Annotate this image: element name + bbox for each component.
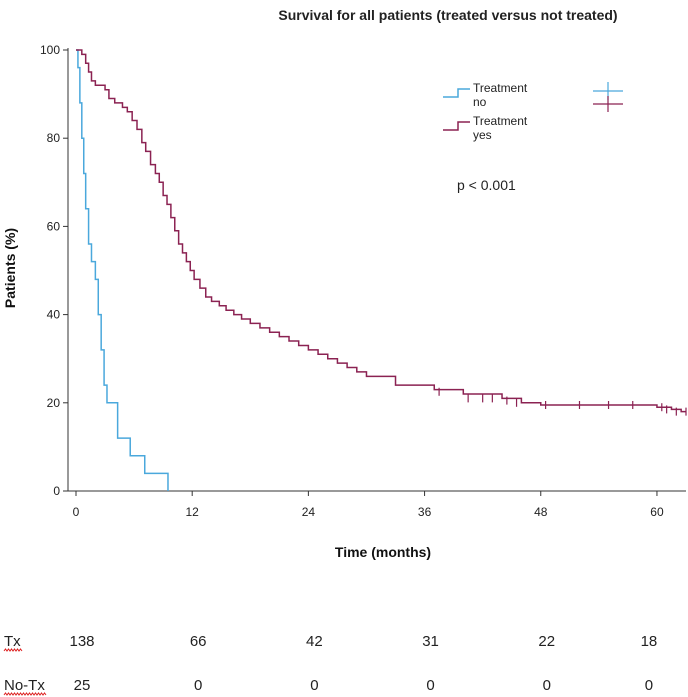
risk-value: 18 <box>641 633 658 650</box>
y-axis-title: Patients (%) <box>2 228 18 308</box>
y-tick-label: 0 <box>53 484 60 498</box>
x-axis-title: Time (months) <box>335 544 431 560</box>
legend-label-treatment-no-line2: no <box>473 95 487 109</box>
chart-title: Survival for all patients (treated versu… <box>278 7 617 23</box>
risk-value: 0 <box>194 677 202 694</box>
risk-row-label: No-Tx <box>4 677 45 694</box>
risk-value: 22 <box>538 633 555 650</box>
risk-value: 42 <box>306 633 323 650</box>
risk-value: 31 <box>422 633 439 650</box>
series-layer <box>76 49 687 491</box>
legend-entry-treatment-no: Treatment no <box>443 81 623 109</box>
risk-row-label: Tx <box>4 633 21 650</box>
y-tick-label: 40 <box>47 308 61 322</box>
risk-value: 138 <box>69 633 94 650</box>
p-value-annotation: p < 0.001 <box>457 177 516 193</box>
y-axis-ticks: 0 20 40 60 80 100 <box>40 43 68 498</box>
axes <box>67 48 686 492</box>
risk-value: 66 <box>190 633 207 650</box>
legend-line-treatment-no <box>443 88 470 98</box>
series-line-treatment-no <box>76 49 169 491</box>
y-tick-label: 20 <box>47 396 61 410</box>
legend-label-treatment-no-line1: Treatment <box>473 81 528 95</box>
risk-value: 25 <box>74 677 91 694</box>
legend-label-treatment-yes-line1: Treatment <box>473 114 528 128</box>
spellcheck-underline <box>3 648 23 652</box>
y-tick-label: 80 <box>47 131 61 145</box>
x-tick-label: 60 <box>650 505 664 519</box>
spellcheck-underline <box>3 692 47 696</box>
x-axis-ticks: 0 12 24 36 48 60 <box>73 491 664 519</box>
risk-value: 0 <box>426 677 434 694</box>
risk-value: 0 <box>543 677 551 694</box>
x-tick-label: 0 <box>73 505 80 519</box>
x-tick-label: 48 <box>534 505 548 519</box>
risk-value: 0 <box>645 677 653 694</box>
legend: Treatment no Treatment yes <box>443 81 623 142</box>
risk-value: 0 <box>310 677 318 694</box>
y-tick-label: 100 <box>40 43 60 57</box>
legend-label-treatment-yes-line2: yes <box>473 128 492 142</box>
legend-line-treatment-yes <box>443 121 470 131</box>
y-tick-label: 60 <box>47 219 61 233</box>
x-tick-label: 12 <box>186 505 200 519</box>
legend-entry-treatment-yes: Treatment yes <box>443 96 623 142</box>
risk-table: Tx 138 66 42 31 22 18 No-Tx 25 0 0 0 0 0 <box>3 633 658 696</box>
x-tick-label: 36 <box>418 505 432 519</box>
x-tick-label: 24 <box>302 505 316 519</box>
series-line-treatment-yes <box>76 49 686 413</box>
